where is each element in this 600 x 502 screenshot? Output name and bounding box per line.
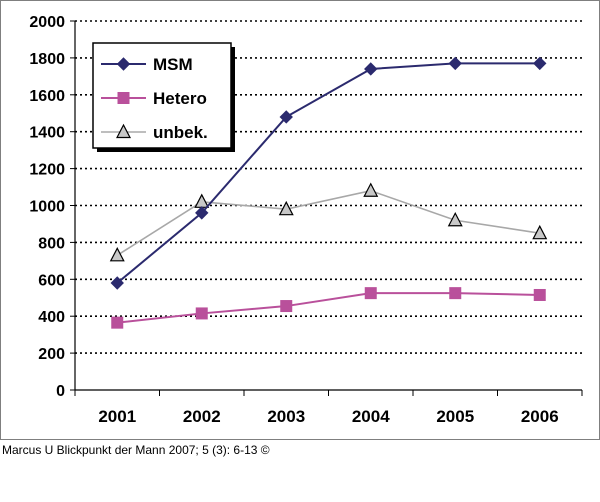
y-tick-label: 1800 — [29, 51, 65, 68]
y-tick-label: 400 — [38, 309, 65, 326]
data-point-msm — [533, 56, 547, 71]
axes: 0 200 400 600 800 1000 1200 1400 1600 1800 2000 200… — [29, 14, 583, 426]
x-tick-label: 2004 — [352, 407, 390, 426]
data-point-msm — [110, 276, 124, 290]
series-line-unbek — [116, 189, 540, 256]
data-point-hetero — [111, 316, 124, 329]
x-tick-label: 2001 — [98, 407, 136, 426]
x-tick-label: 2006 — [521, 407, 559, 426]
legend: MSM Hetero unbek. — [92, 42, 235, 152]
legend-marker-hetero — [117, 92, 130, 104]
y-tick-label: 600 — [38, 272, 65, 289]
data-point-unbek — [278, 200, 294, 216]
data-point-unbek — [532, 224, 548, 240]
series-line-msm — [116, 62, 540, 284]
series-msm — [110, 56, 547, 290]
legend-label-msm: MSM — [153, 55, 193, 74]
data-point-hetero — [449, 287, 462, 300]
legend-marker-unbek — [116, 123, 131, 139]
data-point-unbek — [447, 211, 463, 227]
data-point-msm — [279, 110, 293, 124]
y-tick-label: 800 — [38, 235, 65, 252]
x-tick-label: 2003 — [267, 407, 305, 426]
y-tick-label: 1400 — [29, 125, 65, 142]
data-point-hetero — [195, 307, 208, 320]
series-line-hetero — [117, 292, 540, 324]
x-tick-label: 2005 — [436, 407, 474, 426]
legend-marker-msm — [116, 57, 131, 71]
line-chart: 0 200 400 600 800 1000 1200 1400 1600 1800 2000 200… — [0, 0, 600, 440]
series-hetero — [111, 287, 546, 329]
y-tick-label: 0 — [56, 383, 65, 400]
data-point-msm — [195, 206, 209, 220]
data-point-hetero — [533, 288, 546, 301]
chart-frame: 0 200 400 600 800 1000 1200 1400 1600 1800 2000 200… — [0, 0, 600, 440]
data-point-msm — [448, 56, 462, 71]
data-point-unbek — [363, 182, 379, 197]
series-unbek — [109, 182, 548, 262]
legend-box — [92, 42, 232, 149]
y-tick-label: 1200 — [29, 162, 65, 179]
data-point-unbek — [109, 247, 125, 262]
citation-text: Marcus U Blickpunkt der Mann 2007; 5 (3)… — [2, 443, 270, 457]
y-tick-label: 2000 — [29, 14, 65, 31]
x-tick-label: 2002 — [183, 407, 221, 426]
legend-label-unbek: unbek. — [153, 123, 208, 142]
legend-label-hetero: Hetero — [153, 89, 207, 108]
data-point-msm — [364, 62, 378, 76]
data-point-hetero — [280, 300, 293, 313]
y-tick-label: 200 — [38, 346, 65, 363]
series — [109, 56, 548, 329]
y-tick-label: 1600 — [29, 88, 65, 105]
y-tick-label: 1000 — [29, 199, 65, 216]
data-point-hetero — [364, 287, 377, 300]
